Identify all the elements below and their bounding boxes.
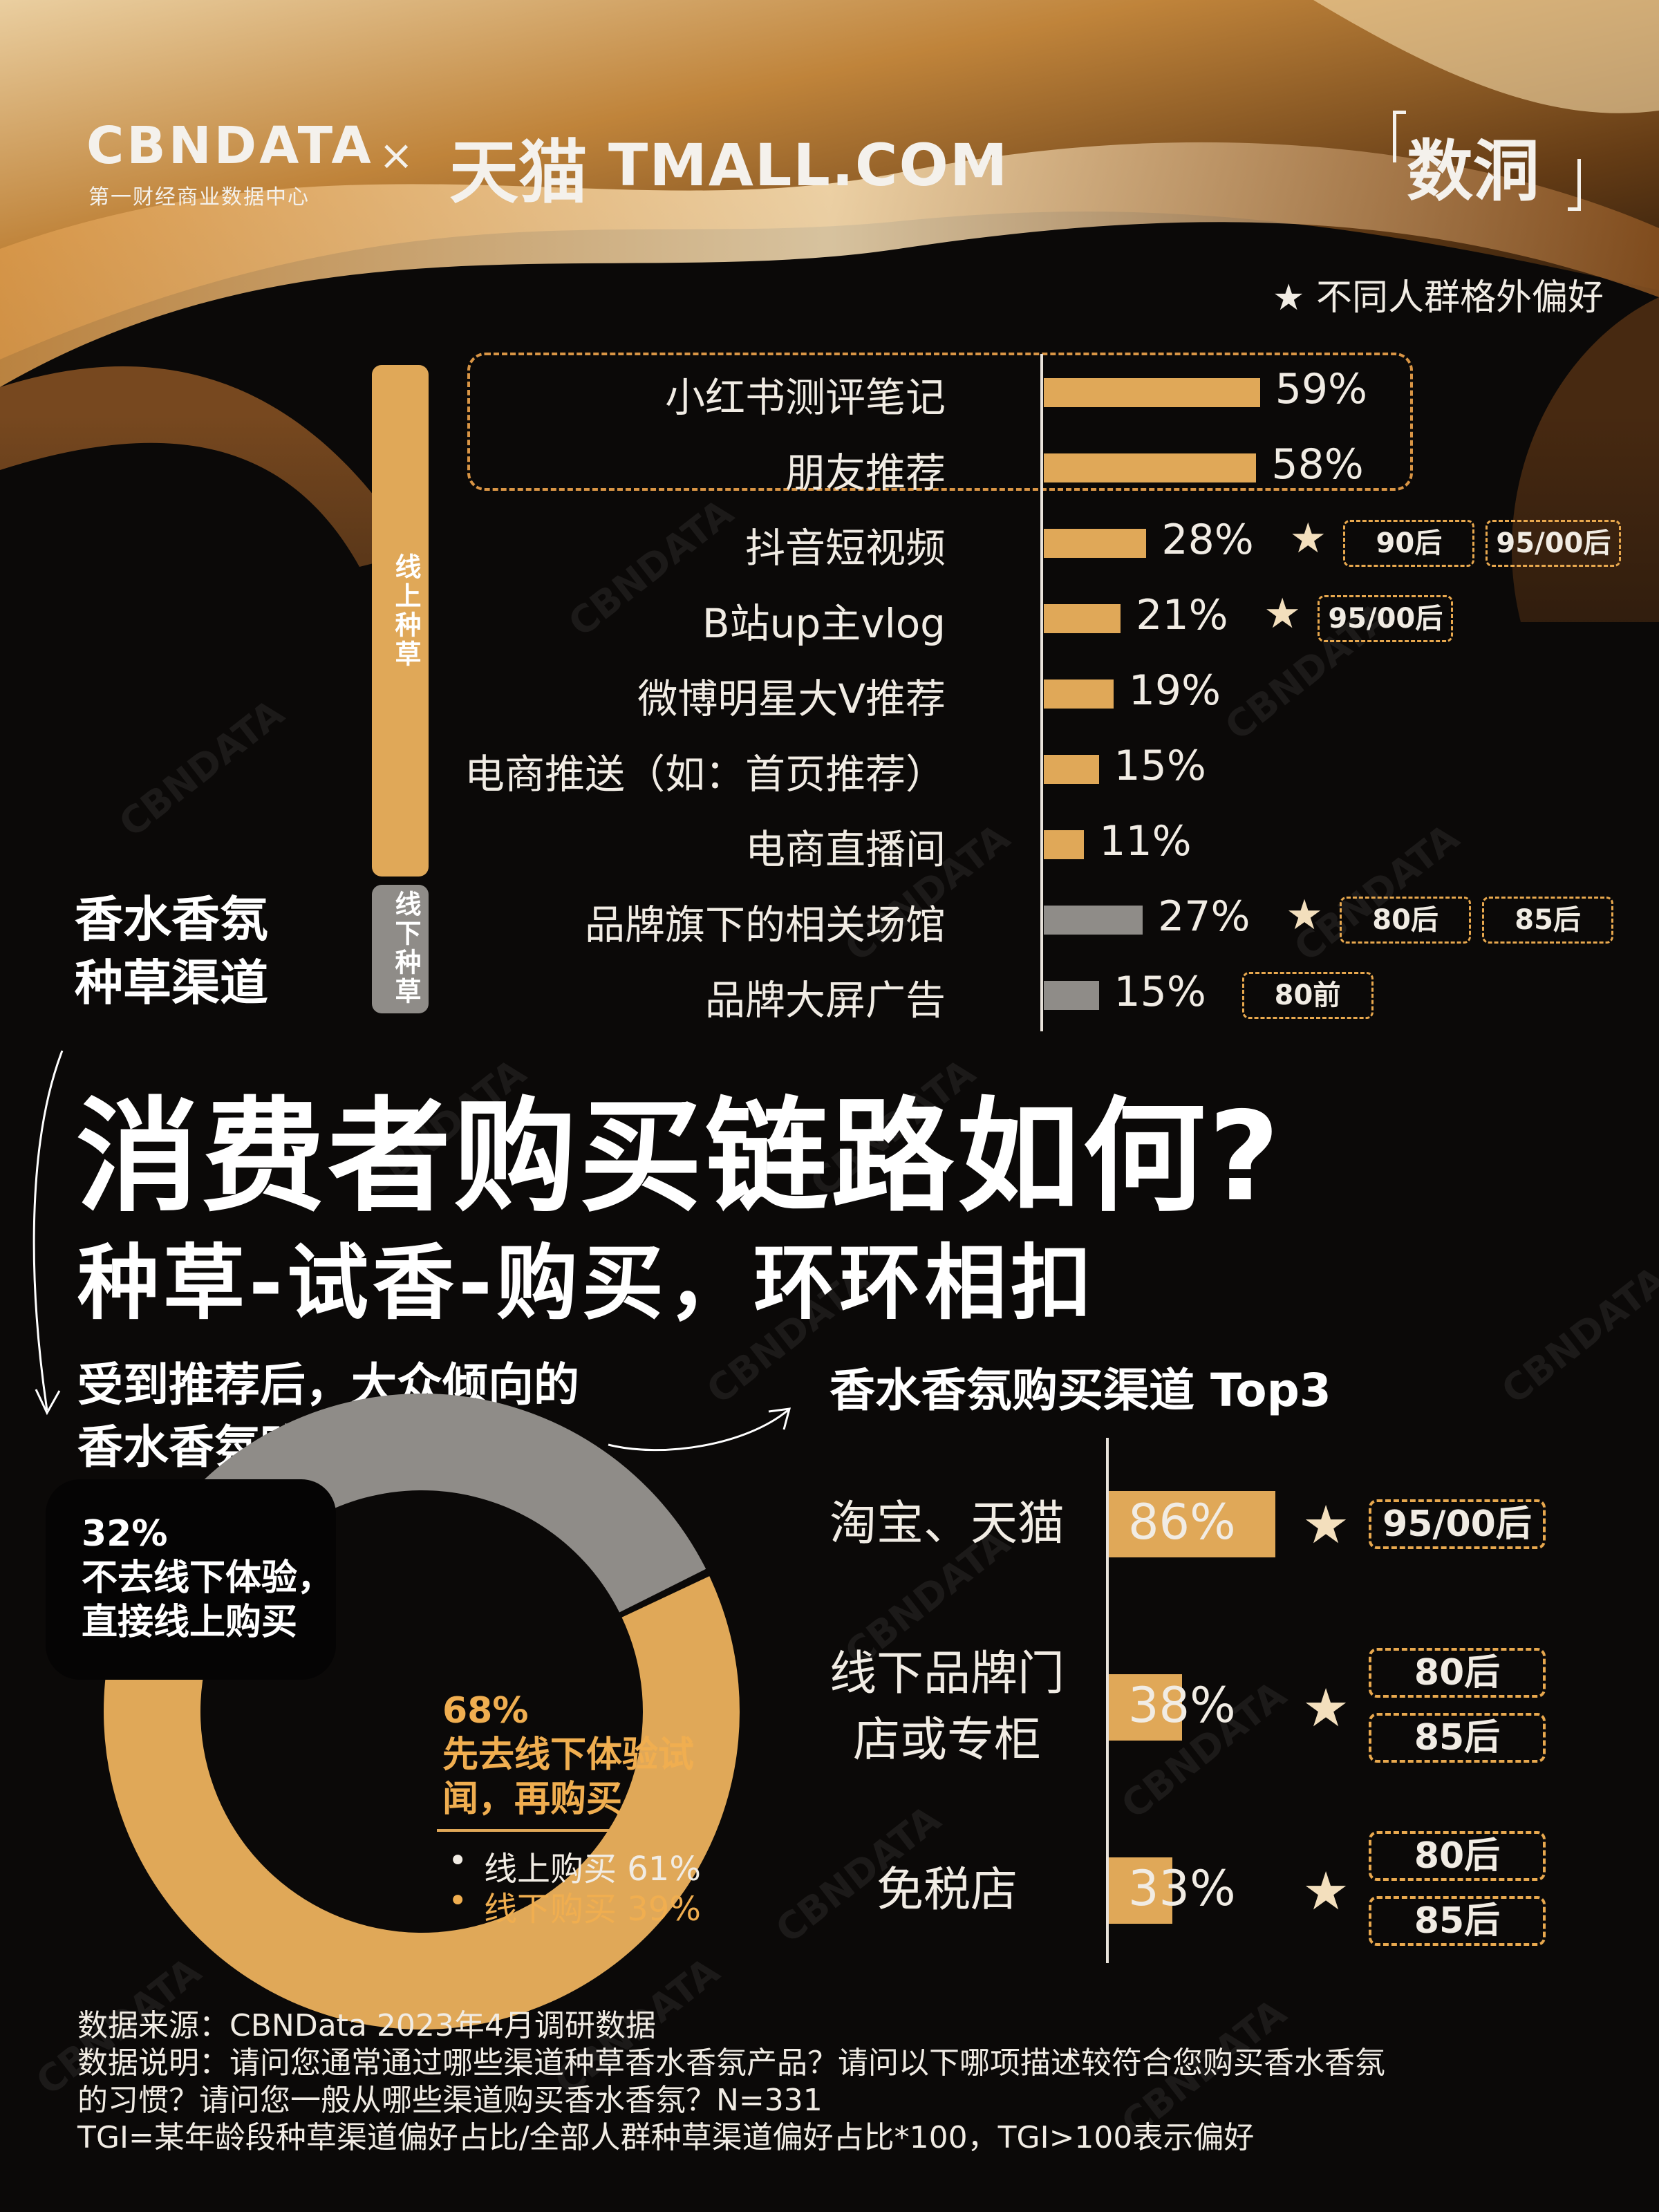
legend-note: ★ 不同人群格外偏好 — [1272, 277, 1604, 319]
channel-category-label: 线下品牌门 — [829, 1647, 1065, 1701]
age-tag: 80前 — [1241, 972, 1374, 1019]
offline-seeding-group — [372, 885, 429, 1013]
donut-slice-offline-trial — [103, 1515, 740, 2030]
seeding-bar — [1044, 604, 1121, 633]
callout-divider — [437, 1829, 700, 1832]
seeding-bar — [1044, 830, 1085, 859]
age-tag: 80后 — [1369, 1648, 1546, 1698]
offline-trial-line2: 闻，再购买 — [442, 1779, 623, 1820]
age-tag: 95/00后 — [1369, 1499, 1546, 1549]
seeding-category-label: 电商推送（如：首页推荐） — [464, 751, 946, 798]
cross-mark: × — [379, 131, 414, 180]
star-icon: ★ — [1302, 1860, 1350, 1922]
age-tag: 85后 — [1369, 1713, 1546, 1763]
star-icon: ★ — [1302, 1677, 1350, 1738]
seeding-category-label: 电商直播间 — [744, 826, 946, 873]
bar-axis — [1040, 354, 1043, 1031]
bullet-dot-online: • — [448, 1841, 468, 1880]
seeding-category-label: 品牌旗下的相关场馆 — [584, 901, 946, 948]
donut-slice-online-direct — [176, 1393, 706, 1613]
age-tag: 85后 — [1482, 897, 1614, 944]
star-icon: ★ — [1302, 1494, 1350, 1555]
tmall-logo-en: TMALL.COM — [608, 131, 1009, 199]
channel-value-label: 33% — [1128, 1860, 1236, 1917]
channel-bar — [1109, 1674, 1183, 1741]
seeding-value-label: 19% — [1128, 666, 1221, 715]
channel-value-label: 86% — [1128, 1494, 1236, 1550]
channel-section-title: 香水香氛购买渠道 Top3 — [830, 1364, 1331, 1417]
online-direct-pct: 32% — [82, 1513, 168, 1555]
seeding-bar — [1044, 679, 1114, 709]
seeding-bar — [1044, 529, 1147, 558]
shudong-bracket-right — [1568, 159, 1581, 211]
note-description: 数据说明：请问您通常通过哪些渠道种草香水香氛产品？请问以下哪项描述较符合您购买香… — [77, 2045, 1385, 2081]
note-description-cont: 的习惯？请问您一般从哪些渠道购买香水香氛？N=331 — [77, 2083, 823, 2118]
shudong-bracket-left — [1393, 111, 1406, 162]
star-icon: ★ — [1289, 514, 1327, 563]
offline-trial-line1: 先去线下体验试 — [442, 1734, 695, 1776]
online-seeding-group — [372, 365, 429, 877]
sub-title: 种草-试香-购买，环环相扣 — [77, 1235, 1096, 1331]
bullet-dot-offline: • — [448, 1882, 468, 1920]
channel-category-label: 店或专柜 — [852, 1713, 1041, 1768]
channel-bar — [1109, 1857, 1173, 1924]
seeding-value-label: 11% — [1099, 817, 1192, 865]
age-tag: 90后 — [1343, 520, 1475, 567]
note-tgi: TGI=某年龄段种草渠道偏好占比/全部人群种草渠道偏好占比*100，TGI>10… — [77, 2120, 1255, 2155]
online-callout-box — [46, 1479, 336, 1680]
highlight-box — [467, 353, 1413, 491]
seeding-value-label: 59% — [1275, 365, 1368, 413]
bullet-online-buy: 线上购买 61% — [484, 1850, 701, 1888]
channel-category-label: 免税店 — [876, 1863, 1018, 1918]
channel-value-label: 38% — [1128, 1677, 1236, 1734]
main-title: 消费者购买链路如何? — [76, 1085, 1283, 1228]
seeding-category-label: B站up主vlog — [702, 600, 946, 647]
age-tag: 80后 — [1340, 897, 1472, 944]
offline-seeding-label: 线下种草 — [391, 890, 421, 1006]
seeding-category-label: 品牌大屏广告 — [704, 977, 946, 1024]
seeding-value-label: 15% — [1114, 742, 1206, 790]
online-seeding-label: 线上种草 — [391, 553, 421, 669]
online-direct-line2: 直接线上购买 — [82, 1602, 298, 1643]
seeding-bar — [1044, 453, 1257, 482]
star-icon: ★ — [1286, 891, 1323, 939]
offline-trial-pct: 68% — [442, 1690, 529, 1732]
seeding-category-label: 微博明星大V推荐 — [637, 675, 946, 722]
seeding-bar — [1044, 378, 1260, 407]
seeding-value-label: 28% — [1161, 516, 1254, 564]
seeding-title-line2: 种草渠道 — [75, 955, 268, 1011]
channel-axis — [1106, 1438, 1109, 1963]
footnotes: 数据来源：CBNData 2023年4月调研数据 数据说明：请问您通常通过哪些渠… — [77, 2007, 1598, 2157]
seeding-category-label: 小红书测评笔记 — [664, 374, 946, 421]
seeding-title-line1: 香水香氛 — [75, 891, 268, 948]
cbndata-logo: CBNDATA — [86, 116, 374, 176]
age-tag: 95/00后 — [1485, 520, 1622, 567]
age-tag: 95/00后 — [1318, 595, 1454, 642]
seeding-bar — [1044, 755, 1099, 784]
channel-bar — [1109, 1491, 1275, 1557]
cbndata-logo-subtitle: 第一财经商业数据中心 — [88, 185, 310, 209]
seeding-value-label: 15% — [1114, 968, 1206, 1016]
star-icon: ★ — [1264, 590, 1302, 638]
shudong-logo: 数洞 — [1407, 133, 1539, 210]
bullet-offline-buy: 线下购买 39% — [484, 1890, 701, 1929]
tmall-logo-cn: 天猫 — [449, 132, 588, 213]
seeding-bar — [1044, 906, 1143, 935]
seeding-bar — [1044, 981, 1099, 1010]
seeding-value-label: 21% — [1136, 591, 1228, 639]
age-tag: 80后 — [1369, 1831, 1546, 1881]
seeding-category-label: 朋友推荐 — [785, 449, 946, 496]
seeding-value-label: 27% — [1158, 892, 1250, 941]
seeding-value-label: 58% — [1271, 440, 1364, 489]
seeding-category-label: 抖音短视频 — [744, 525, 946, 572]
online-direct-line1: 不去线下体验， — [82, 1557, 334, 1599]
note-source: 数据来源：CBNData 2023年4月调研数据 — [77, 2008, 656, 2043]
age-tag: 85后 — [1369, 1896, 1546, 1946]
channel-category-label: 淘宝、天猫 — [829, 1497, 1065, 1551]
